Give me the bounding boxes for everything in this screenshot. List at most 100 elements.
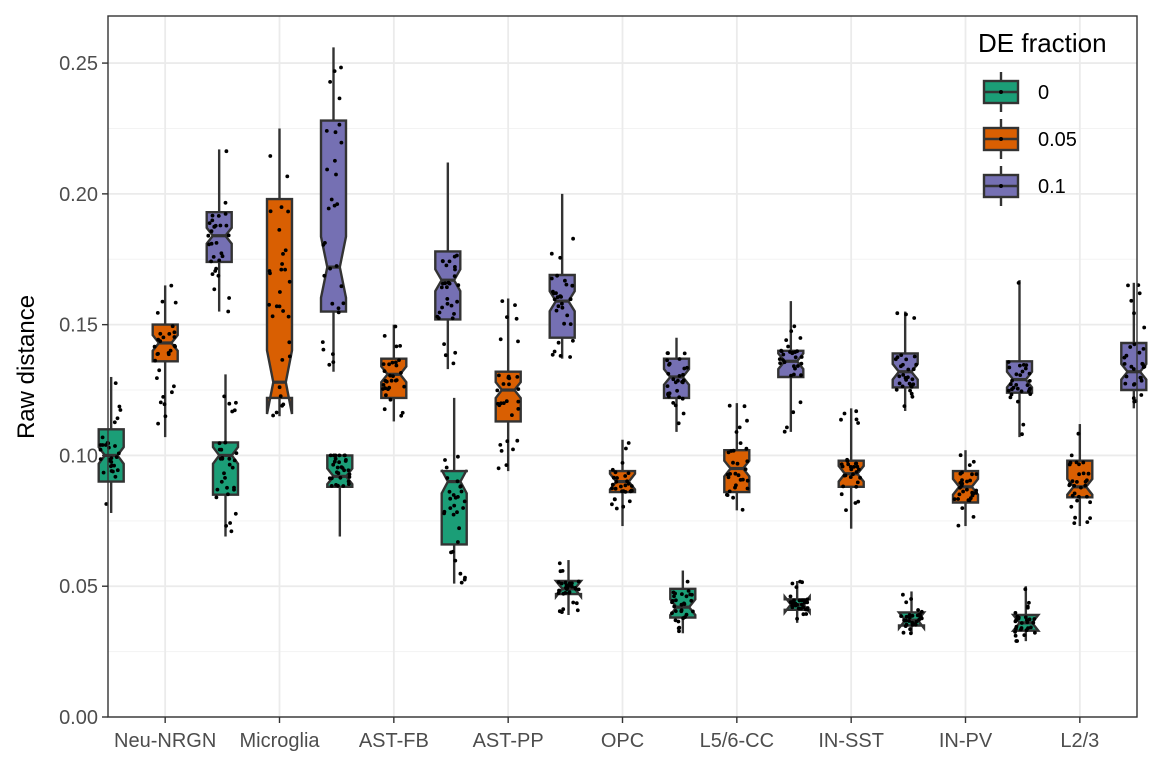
data-point xyxy=(795,603,799,607)
data-point xyxy=(560,610,564,614)
data-point xyxy=(155,352,160,356)
data-point xyxy=(157,368,162,373)
data-point xyxy=(516,407,521,411)
data-point xyxy=(624,446,628,451)
legend-key-point xyxy=(999,90,1003,94)
data-point xyxy=(909,631,913,636)
data-point xyxy=(117,404,122,409)
data-point xyxy=(447,259,452,264)
data-point xyxy=(952,497,957,501)
data-point xyxy=(381,362,386,366)
data-point xyxy=(779,349,784,354)
data-point xyxy=(277,304,282,309)
data-point xyxy=(451,512,456,517)
data-point xyxy=(840,464,845,469)
data-point xyxy=(173,300,178,305)
data-point xyxy=(113,381,118,385)
data-point xyxy=(552,297,557,302)
x-tick-label: IN-SST xyxy=(818,730,884,752)
data-point xyxy=(226,309,231,314)
data-point xyxy=(904,357,909,362)
data-point xyxy=(1081,471,1086,476)
data-point xyxy=(565,313,570,318)
data-point xyxy=(549,276,554,281)
data-point xyxy=(742,404,747,409)
data-point xyxy=(437,310,442,315)
legend-label: 0.05 xyxy=(1038,129,1077,151)
data-point xyxy=(575,608,580,613)
data-point xyxy=(738,478,743,482)
data-point xyxy=(799,373,803,378)
data-point xyxy=(902,618,906,623)
data-point xyxy=(399,413,404,418)
data-point xyxy=(439,285,444,290)
data-point xyxy=(152,344,157,349)
data-point xyxy=(910,623,915,627)
data-point xyxy=(901,630,906,635)
data-point xyxy=(737,425,742,430)
data-point xyxy=(685,579,690,584)
data-point xyxy=(1019,626,1024,630)
data-point xyxy=(498,337,503,342)
data-point xyxy=(453,265,457,269)
data-point xyxy=(666,351,670,356)
data-point xyxy=(666,392,670,397)
data-point xyxy=(451,361,456,366)
data-point xyxy=(1013,630,1017,634)
data-point xyxy=(287,340,292,345)
data-point xyxy=(382,334,387,338)
data-point xyxy=(334,172,338,177)
y-tick-label: 0.15 xyxy=(59,315,98,337)
data-point xyxy=(907,613,912,617)
data-point xyxy=(612,497,617,502)
data-point xyxy=(619,484,623,489)
data-point xyxy=(967,463,972,467)
data-point xyxy=(558,354,563,358)
data-point xyxy=(731,448,736,453)
data-point xyxy=(388,373,392,378)
data-point xyxy=(109,456,114,460)
data-point xyxy=(456,454,460,459)
data-point xyxy=(232,408,237,413)
x-tick-label: L2/3 xyxy=(1060,730,1099,752)
data-point xyxy=(791,410,796,415)
data-point xyxy=(101,470,106,475)
data-point xyxy=(1013,633,1018,638)
data-point xyxy=(501,382,506,386)
data-point xyxy=(209,229,214,234)
data-point xyxy=(456,540,460,544)
data-point xyxy=(222,471,226,476)
data-point xyxy=(98,443,103,447)
data-point xyxy=(335,465,340,470)
data-point xyxy=(1018,373,1023,377)
data-point xyxy=(958,481,963,485)
data-point xyxy=(628,489,633,494)
data-point xyxy=(447,489,452,494)
data-point xyxy=(899,353,904,357)
data-point xyxy=(451,493,456,497)
data-point xyxy=(1013,611,1018,615)
data-point xyxy=(510,413,514,417)
data-point xyxy=(1029,625,1033,630)
data-point xyxy=(623,483,628,488)
data-point xyxy=(277,228,282,232)
data-point xyxy=(461,506,465,510)
data-point xyxy=(274,410,279,415)
data-point xyxy=(798,336,803,340)
data-point xyxy=(738,441,743,445)
data-point xyxy=(956,497,960,501)
data-point xyxy=(841,484,845,489)
data-point xyxy=(229,529,234,534)
data-point xyxy=(673,609,678,613)
data-point xyxy=(1069,453,1074,458)
data-point xyxy=(740,507,745,512)
data-point xyxy=(550,352,555,357)
y-tick-label: 0.10 xyxy=(59,445,98,467)
data-point xyxy=(676,378,680,383)
data-point xyxy=(223,476,227,480)
data-point xyxy=(733,485,737,490)
data-point xyxy=(1011,385,1016,390)
data-point xyxy=(971,459,976,464)
data-point xyxy=(620,461,625,465)
data-point xyxy=(727,403,732,408)
